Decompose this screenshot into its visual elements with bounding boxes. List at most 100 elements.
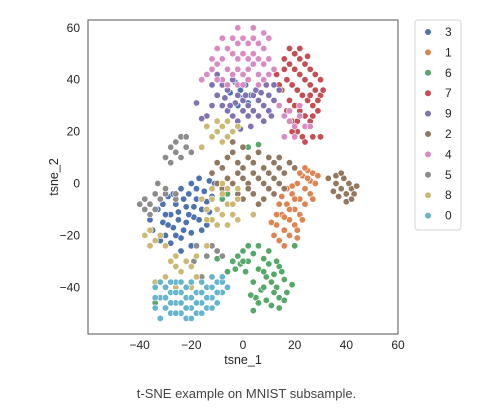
point-5-23 bbox=[203, 252, 211, 260]
point-4-31 bbox=[244, 76, 252, 84]
point-1-33 bbox=[291, 195, 299, 203]
point-7-44 bbox=[316, 133, 324, 141]
point-5-22 bbox=[218, 252, 226, 260]
point-6-19 bbox=[267, 301, 275, 309]
point-2-18 bbox=[229, 180, 237, 188]
point-5-17 bbox=[156, 195, 164, 203]
point-6-8 bbox=[265, 260, 273, 268]
point-5-24 bbox=[193, 242, 201, 250]
point-2-11 bbox=[265, 169, 273, 177]
point-9-18 bbox=[244, 112, 252, 120]
point-6-36 bbox=[260, 268, 268, 276]
point-6-39 bbox=[275, 304, 283, 312]
point-6-29 bbox=[244, 242, 252, 250]
series-8 bbox=[141, 117, 257, 291]
point-6-37 bbox=[288, 281, 296, 289]
point-7-11 bbox=[298, 91, 306, 99]
legend-label-5: 5 bbox=[445, 168, 452, 182]
point-0-37 bbox=[203, 294, 211, 302]
point-4-39 bbox=[249, 24, 257, 32]
point-6-17 bbox=[247, 291, 255, 299]
point-8-18 bbox=[224, 133, 232, 141]
point-9-8 bbox=[255, 96, 263, 104]
series-9 bbox=[193, 71, 283, 133]
point-5-1 bbox=[167, 143, 175, 151]
point-2-49 bbox=[324, 174, 332, 182]
point-2-6 bbox=[239, 164, 247, 172]
point-4-5 bbox=[255, 39, 263, 47]
point-5-2 bbox=[172, 138, 180, 146]
point-5-25 bbox=[172, 190, 180, 198]
point-1-0 bbox=[270, 231, 278, 239]
point-3-39 bbox=[198, 226, 206, 234]
point-7-6 bbox=[311, 86, 319, 94]
point-6-1 bbox=[229, 257, 237, 265]
point-8-8 bbox=[218, 211, 226, 219]
point-4-25 bbox=[260, 76, 268, 84]
point-7-3 bbox=[296, 71, 304, 79]
point-9-11 bbox=[270, 96, 278, 104]
point-8-41 bbox=[193, 273, 201, 281]
point-0-14 bbox=[162, 283, 170, 291]
point-4-0 bbox=[229, 34, 237, 42]
point-6-33 bbox=[273, 257, 281, 265]
point-4-55 bbox=[260, 29, 268, 37]
point-0-26 bbox=[167, 299, 175, 307]
point-9-25 bbox=[270, 81, 278, 89]
point-0-27 bbox=[177, 299, 185, 307]
point-0-49 bbox=[182, 304, 190, 312]
point-7-42 bbox=[301, 138, 309, 146]
point-8-31 bbox=[167, 257, 175, 265]
point-2-1 bbox=[213, 159, 221, 167]
point-4-13 bbox=[255, 55, 263, 63]
point-7-9 bbox=[288, 81, 296, 89]
point-3-10 bbox=[180, 226, 188, 234]
point-1-18 bbox=[275, 200, 283, 208]
point-9-6 bbox=[244, 102, 252, 110]
point-9-19 bbox=[249, 107, 257, 115]
point-0-19 bbox=[187, 278, 195, 286]
point-9-37 bbox=[198, 115, 206, 123]
point-0-46 bbox=[218, 273, 226, 281]
point-4-24 bbox=[255, 71, 263, 79]
point-9-17 bbox=[239, 107, 247, 115]
point-7-37 bbox=[296, 44, 304, 52]
point-1-17 bbox=[314, 172, 322, 180]
x-axis-label: tsne_1 bbox=[224, 353, 262, 367]
series-2 bbox=[208, 138, 361, 208]
point-6-42 bbox=[255, 141, 263, 149]
point-1-30 bbox=[304, 174, 312, 182]
point-9-15 bbox=[229, 112, 237, 120]
point-0-42 bbox=[187, 314, 195, 322]
point-2-32 bbox=[260, 195, 268, 203]
point-6-3 bbox=[239, 247, 247, 255]
point-6-18 bbox=[262, 296, 270, 304]
point-8-29 bbox=[156, 231, 164, 239]
x-tick-label-60: 60 bbox=[391, 338, 405, 352]
legend: 3 1 6 7 9 2 4 5 8 0 bbox=[414, 19, 462, 231]
legend-marker-8 bbox=[425, 192, 431, 199]
point-2-17 bbox=[224, 174, 232, 182]
legend-label-4: 4 bbox=[445, 147, 452, 161]
point-9-38 bbox=[193, 99, 201, 107]
x-tick-label-0: 0 bbox=[240, 338, 247, 352]
point-9-10 bbox=[265, 91, 273, 99]
point-7-13 bbox=[309, 102, 317, 110]
point-2-33 bbox=[270, 190, 278, 198]
series-4 bbox=[198, 24, 314, 141]
point-2-48 bbox=[329, 187, 337, 195]
point-4-34 bbox=[203, 71, 211, 79]
point-4-32 bbox=[213, 76, 221, 84]
point-2-16 bbox=[291, 164, 299, 172]
figure-caption: t-SNE example on MNIST subsample. bbox=[136, 386, 357, 401]
legend-marker-0 bbox=[425, 212, 431, 219]
point-9-31 bbox=[247, 122, 255, 130]
legend-marker-9 bbox=[425, 110, 431, 117]
point-4-8 bbox=[229, 50, 237, 58]
point-4-49 bbox=[285, 107, 293, 115]
point-9-9 bbox=[260, 102, 268, 110]
point-4-22 bbox=[244, 65, 252, 73]
point-7-5 bbox=[306, 81, 314, 89]
series-0 bbox=[151, 273, 232, 322]
point-8-49 bbox=[224, 117, 232, 125]
